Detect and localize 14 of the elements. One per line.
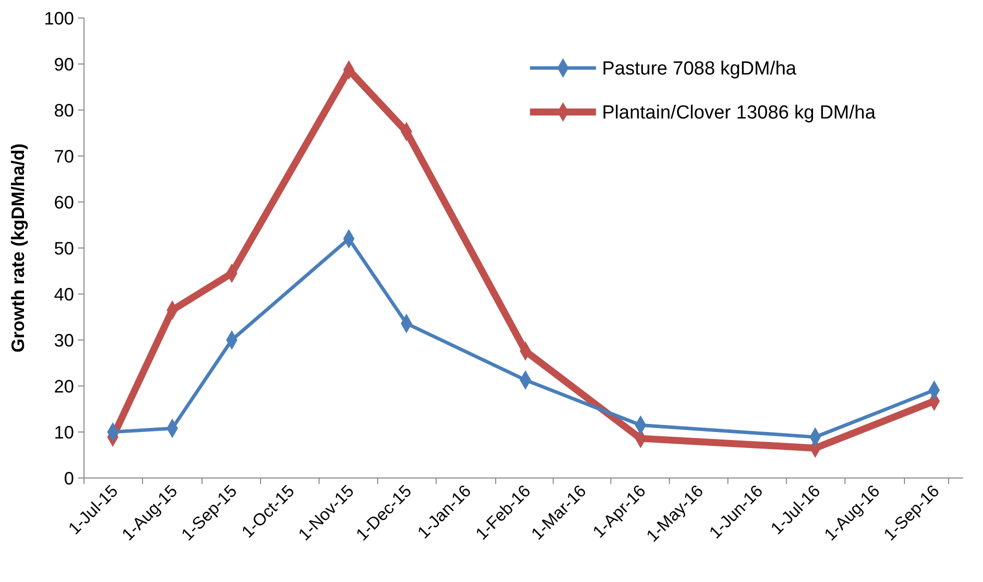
y-tick-label: 20	[54, 376, 74, 396]
y-tick-label: 100	[44, 8, 74, 28]
y-axis-title: Growth rate (kgDM/ha/d)	[8, 143, 28, 353]
y-tick-label: 0	[64, 468, 74, 488]
legend-label: Plantain/Clover 13086 kg DM/ha	[602, 102, 876, 124]
y-tick-label: 40	[54, 284, 74, 304]
y-tick-label: 30	[54, 330, 74, 350]
y-tick-label: 60	[54, 192, 74, 212]
y-tick-label: 70	[54, 146, 74, 166]
y-tick-label: 10	[54, 422, 74, 442]
y-tick-label: 80	[54, 100, 74, 120]
y-tick-label: 90	[54, 54, 74, 74]
y-tick-label: 50	[54, 238, 74, 258]
legend-label: Pasture 7088 kgDM/ha	[602, 58, 797, 80]
